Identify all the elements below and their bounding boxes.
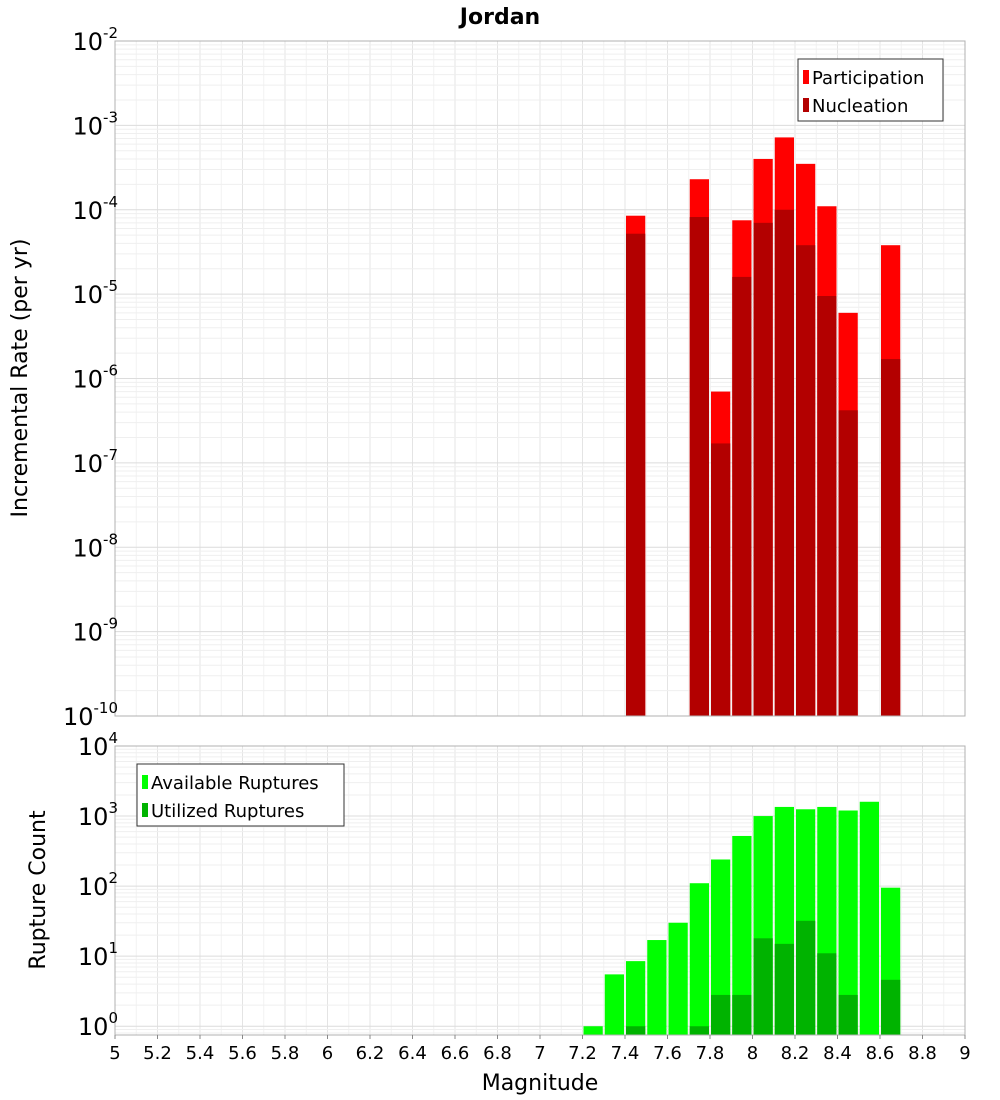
- x-tick-label: 7.6: [653, 1043, 682, 1064]
- count-bar-primary: [859, 801, 879, 1035]
- rate-y-tick-label: 10-8: [72, 530, 118, 562]
- count-bar-primary: [583, 1026, 603, 1035]
- count-bar-secondary: [838, 994, 858, 1035]
- x-tick-label: 6.4: [398, 1043, 427, 1064]
- count-bar-secondary: [774, 943, 794, 1035]
- rate-y-tick-label: 10-3: [72, 108, 118, 140]
- count-bar-secondary: [689, 1026, 709, 1035]
- x-tick-label: 6: [322, 1043, 333, 1064]
- count-bar-primary: [711, 859, 731, 1035]
- x-tick-label: 5.8: [271, 1043, 300, 1064]
- count-y-tick-label: 102: [78, 869, 118, 901]
- count-bar-primary: [647, 940, 667, 1035]
- rate-bar-secondary: [732, 276, 752, 716]
- rate-bar-secondary: [774, 209, 794, 716]
- count-y-tick-label: 104: [78, 729, 118, 761]
- rate-y-tick-label: 10-4: [72, 193, 118, 225]
- rate-legend-box: [797, 58, 944, 122]
- rate-bar-secondary: [689, 217, 709, 716]
- bottom-y-axis-label: Rupture Count: [26, 810, 51, 970]
- count-legend: Available Ruptures Utilized Ruptures: [136, 763, 345, 827]
- count-bar-secondary: [711, 994, 731, 1035]
- count-bar-secondary: [817, 953, 837, 1035]
- count-legend-label: Available Ruptures: [151, 773, 319, 794]
- rate-bar-secondary: [753, 222, 773, 716]
- rate-legend-label: Nucleation: [812, 96, 908, 117]
- rate-legend-label: Participation: [812, 68, 924, 89]
- count-bar-secondary: [732, 994, 752, 1035]
- rate-y-tick-label: 10-9: [72, 615, 118, 647]
- x-tick-label: 8.2: [781, 1043, 810, 1064]
- rupture-count-panel: 100 101 102 103 104 5 5.2 5.4 5.6 5.8 6 6.2 6.4 6.6 6.…: [78, 729, 971, 1064]
- x-tick-label: 8.8: [908, 1043, 937, 1064]
- count-bar-primary: [838, 810, 858, 1035]
- count-legend-swatch: [142, 775, 148, 789]
- count-bar-primary: [732, 835, 752, 1035]
- x-tick-label: 7.8: [696, 1043, 725, 1064]
- rate-bar-secondary: [881, 359, 901, 716]
- x-tick-label: 6.2: [356, 1043, 385, 1064]
- x-tick-label: 6.8: [483, 1043, 512, 1064]
- rate-bar-secondary: [817, 296, 837, 716]
- count-bar-secondary: [753, 938, 773, 1035]
- count-legend-swatch: [142, 803, 148, 817]
- count-y-tick-label: 100: [78, 1009, 118, 1041]
- rate-panel: 10-10 10-9 10-8 10-7 10-6 10-5 10-4 10-3 10-2 Par…: [63, 24, 966, 731]
- x-tick-label: 5.6: [228, 1043, 257, 1064]
- rate-y-tick-label: 10-10: [63, 699, 118, 731]
- x-tick-label: 5.4: [186, 1043, 215, 1064]
- x-tick-label: 8.6: [866, 1043, 895, 1064]
- count-bar-primary: [689, 883, 709, 1035]
- rate-y-tick-label: 10-6: [72, 362, 118, 394]
- rate-y-tick-label: 10-2: [72, 24, 118, 56]
- count-legend-box: [136, 763, 345, 827]
- count-y-tick-label: 101: [78, 939, 118, 971]
- count-legend-label: Utilized Ruptures: [151, 801, 304, 822]
- count-bar-secondary: [626, 1026, 646, 1035]
- rate-plot-border: [114, 40, 966, 717]
- x-tick-label: 7.2: [568, 1043, 597, 1064]
- count-bar-primary: [668, 922, 688, 1035]
- rate-legend-swatch: [803, 70, 809, 84]
- count-y-tick-label: 103: [78, 799, 118, 831]
- x-tick-label: 5.2: [143, 1043, 172, 1064]
- rate-bar-secondary: [796, 245, 816, 717]
- count-bar-secondary: [796, 920, 816, 1035]
- rate-bar-secondary: [711, 443, 731, 716]
- x-tick-label: 7.4: [611, 1043, 640, 1064]
- rate-y-tick-label: 10-7: [72, 446, 118, 478]
- count-bar-primary: [626, 961, 646, 1035]
- x-tick-label: 5: [109, 1043, 120, 1064]
- rate-legend: Participation Nucleation: [797, 58, 944, 122]
- count-bar-secondary: [881, 979, 901, 1035]
- rate-legend-swatch: [803, 98, 809, 112]
- top-y-axis-label: Incremental Rate (per yr): [8, 239, 33, 518]
- x-tick-label: 8.4: [823, 1043, 852, 1064]
- x-tick-label: 9: [959, 1043, 970, 1064]
- rate-y-tick-label: 10-5: [72, 277, 118, 309]
- x-axis-label: Magnitude: [482, 1071, 599, 1096]
- count-bar-primary: [604, 974, 624, 1035]
- x-tick-label: 7: [534, 1043, 545, 1064]
- rate-bar-secondary: [626, 233, 646, 716]
- x-tick-label: 8: [747, 1043, 758, 1064]
- rate-bar-secondary: [838, 410, 858, 716]
- chart-title: Jordan: [458, 5, 540, 30]
- x-tick-label: 6.6: [441, 1043, 470, 1064]
